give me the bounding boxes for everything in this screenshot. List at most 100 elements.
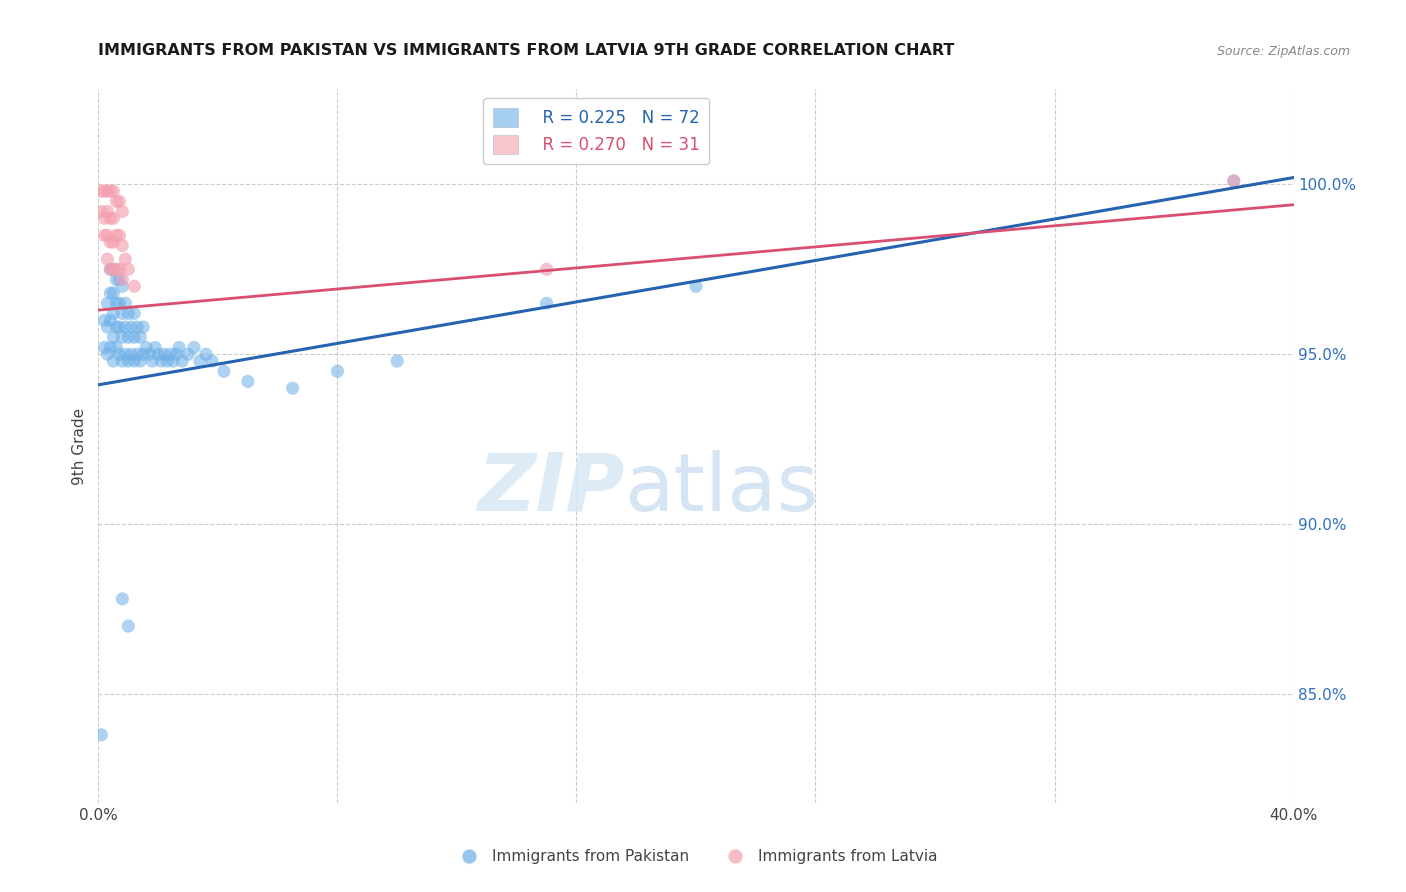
Point	[111, 591, 134, 606]
Point	[111, 204, 134, 219]
Point	[114, 252, 136, 266]
Point	[177, 347, 200, 361]
Point	[111, 272, 134, 286]
Point	[100, 262, 122, 277]
Point	[536, 262, 558, 277]
Point	[167, 341, 190, 355]
Point	[103, 262, 125, 277]
Point	[117, 306, 139, 320]
Point	[105, 341, 128, 355]
Point	[93, 211, 115, 226]
Point	[100, 184, 122, 198]
Point	[108, 296, 131, 310]
Point	[117, 354, 139, 368]
Point	[536, 296, 558, 310]
Point	[120, 320, 142, 334]
Point	[105, 320, 128, 334]
Point	[103, 184, 125, 198]
Point	[143, 341, 166, 355]
Legend:   R = 0.225   N = 72,   R = 0.270   N = 31: R = 0.225 N = 72, R = 0.270 N = 31	[484, 97, 709, 164]
Point	[124, 330, 146, 344]
Point	[100, 313, 122, 327]
Point	[90, 204, 112, 219]
Point	[108, 194, 131, 209]
Y-axis label: 9th Grade: 9th Grade	[72, 408, 87, 484]
Point	[90, 728, 112, 742]
Point	[1223, 174, 1246, 188]
Point	[114, 296, 136, 310]
Point	[124, 279, 146, 293]
Point	[183, 341, 205, 355]
Point	[111, 306, 134, 320]
Point	[212, 364, 235, 378]
Text: Source: ZipAtlas.com: Source: ZipAtlas.com	[1216, 45, 1350, 58]
Point	[127, 320, 149, 334]
Point	[114, 320, 136, 334]
Point	[103, 211, 125, 226]
Point	[96, 204, 118, 219]
Point	[129, 330, 152, 344]
Point	[100, 211, 122, 226]
Point	[117, 262, 139, 277]
Point	[153, 347, 176, 361]
Point	[117, 330, 139, 344]
Point	[90, 184, 112, 198]
Point	[96, 347, 118, 361]
Point	[111, 279, 134, 293]
Point	[236, 375, 259, 389]
Point	[96, 184, 118, 198]
Point	[111, 354, 134, 368]
Point	[132, 320, 155, 334]
Point	[108, 347, 131, 361]
Point	[108, 262, 131, 277]
Point	[385, 354, 409, 368]
Point	[124, 306, 146, 320]
Point	[120, 347, 142, 361]
Point	[105, 272, 128, 286]
Point	[132, 347, 155, 361]
Point	[105, 296, 128, 310]
Point	[129, 354, 152, 368]
Point	[162, 354, 184, 368]
Point	[93, 228, 115, 243]
Point	[685, 279, 707, 293]
Point	[103, 306, 125, 320]
Point	[159, 347, 181, 361]
Point	[135, 341, 157, 355]
Point	[117, 619, 139, 633]
Point	[108, 272, 131, 286]
Point	[93, 313, 115, 327]
Point	[172, 354, 194, 368]
Point	[111, 330, 134, 344]
Point	[138, 347, 160, 361]
Point	[96, 252, 118, 266]
Text: ZIP: ZIP	[477, 450, 624, 528]
Point	[188, 354, 211, 368]
Point	[114, 347, 136, 361]
Point	[100, 235, 122, 249]
Point	[103, 262, 125, 277]
Point	[111, 238, 134, 252]
Point	[103, 286, 125, 301]
Point	[100, 341, 122, 355]
Point	[165, 347, 187, 361]
Point	[108, 228, 131, 243]
Point	[100, 286, 122, 301]
Text: atlas: atlas	[624, 450, 818, 528]
Point	[96, 320, 118, 334]
Point	[326, 364, 349, 378]
Point	[124, 354, 146, 368]
Point	[96, 296, 118, 310]
Text: IMMIGRANTS FROM PAKISTAN VS IMMIGRANTS FROM LATVIA 9TH GRADE CORRELATION CHART: IMMIGRANTS FROM PAKISTAN VS IMMIGRANTS F…	[98, 43, 955, 58]
Point	[93, 341, 115, 355]
Point	[156, 354, 179, 368]
Point	[105, 262, 128, 277]
Point	[148, 347, 170, 361]
Point	[105, 194, 128, 209]
Point	[201, 354, 224, 368]
Point	[103, 354, 125, 368]
Point	[281, 381, 304, 395]
Point	[127, 347, 149, 361]
Point	[150, 354, 173, 368]
Point	[195, 347, 218, 361]
